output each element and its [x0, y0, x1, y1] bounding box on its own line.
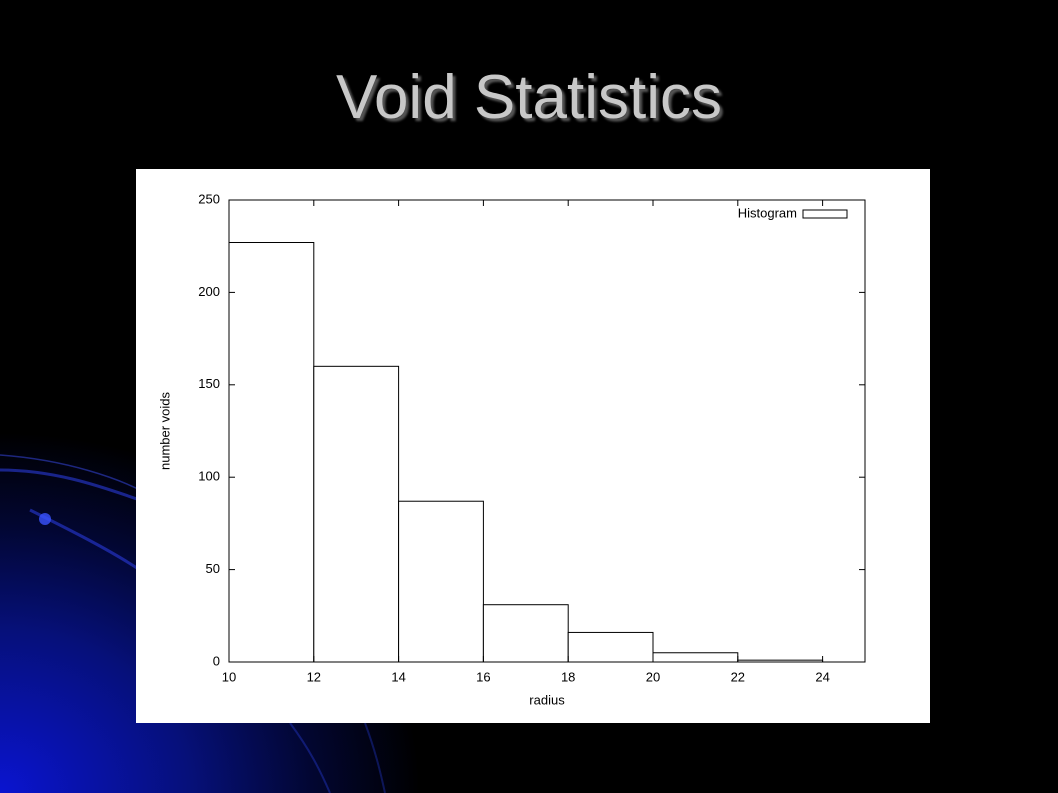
x-axis-label: radius	[529, 692, 565, 707]
slide-title: Void Statistics	[336, 63, 722, 132]
x-tick-label: 22	[731, 669, 745, 684]
y-tick-label: 100	[198, 469, 220, 484]
x-tick-label: 18	[561, 669, 575, 684]
y-tick-label: 0	[213, 653, 220, 668]
legend-label: Histogram	[738, 205, 797, 220]
histogram-bar	[398, 500, 484, 663]
y-axis-label: number voids	[157, 391, 172, 470]
y-tick-label: 50	[206, 561, 220, 576]
x-tick-label: 10	[222, 669, 236, 684]
histogram-bar	[482, 604, 569, 663]
chart: number voids radius 0 50 100 150 200 250 10 12 1…	[136, 169, 930, 723]
x-tick-label: 14	[391, 669, 405, 684]
histogram-bar	[228, 242, 315, 663]
y-tick-label: 250	[198, 191, 220, 206]
histogram-bar	[313, 365, 400, 663]
plot-frame	[228, 199, 866, 663]
histogram-bar	[652, 652, 739, 663]
histogram-bar	[567, 631, 654, 663]
x-tick-label: 16	[476, 669, 490, 684]
x-tick-label: 12	[307, 669, 321, 684]
y-tick-label: 150	[198, 376, 220, 391]
legend-swatch	[802, 209, 848, 219]
y-tick-label: 200	[198, 284, 220, 299]
x-tick-label: 24	[815, 669, 829, 684]
x-tick-label: 20	[646, 669, 660, 684]
